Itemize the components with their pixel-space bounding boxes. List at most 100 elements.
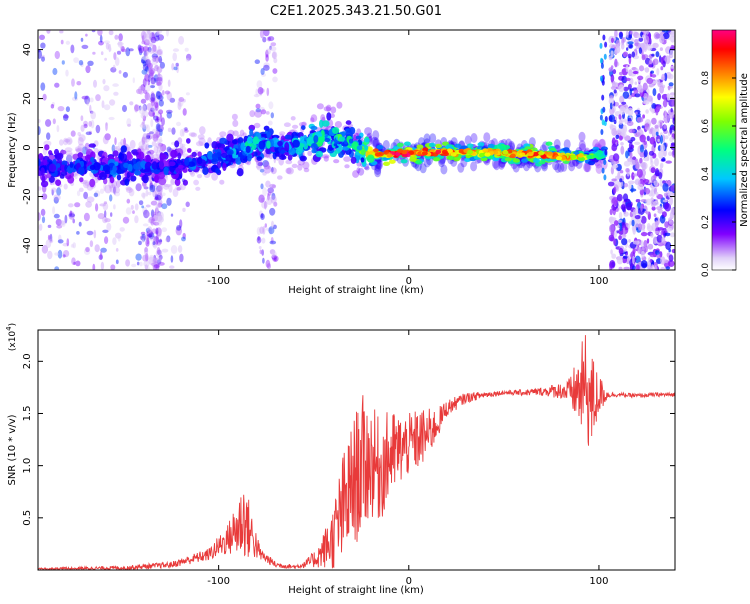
spike-mark: [599, 114, 603, 121]
ridge-mark: [557, 162, 565, 173]
noise-blob: [172, 52, 177, 62]
noise-blob: [150, 200, 158, 206]
noise-blob: [116, 179, 121, 188]
noise-blob: [146, 135, 153, 140]
noise-blob: [53, 196, 59, 204]
ridge-mark: [583, 162, 591, 173]
noise-blob: [154, 193, 159, 200]
ridge-mark: [338, 136, 345, 142]
noise-blob: [639, 157, 643, 164]
noise-blob: [111, 144, 116, 153]
noise-blob: [144, 264, 148, 270]
noise-blob: [141, 205, 145, 209]
noise-blob: [145, 235, 152, 241]
noise-blob: [153, 95, 160, 105]
noise-blob: [259, 249, 263, 255]
noise-blob: [150, 218, 154, 226]
noise-blob: [634, 141, 641, 145]
noise-blob: [640, 240, 644, 248]
noise-blob: [654, 157, 659, 167]
ridge-mark: [78, 187, 84, 192]
noise-blob: [83, 191, 88, 200]
noise-blob: [616, 193, 623, 202]
noise-blob: [659, 164, 663, 169]
noise-blob: [657, 138, 660, 143]
noise-blob: [262, 160, 269, 168]
noise-blob: [638, 88, 644, 93]
noise-blob: [110, 67, 117, 73]
noise-blob: [145, 189, 149, 197]
noise-blob: [149, 37, 157, 42]
noise-blob: [138, 141, 145, 149]
noise-blob: [613, 220, 619, 226]
noise-blob: [117, 40, 123, 48]
spike-mark: [601, 119, 605, 126]
noise-blob: [156, 91, 163, 100]
noise-blob: [156, 210, 162, 217]
ridge-mark: [79, 177, 84, 183]
noise-blob: [52, 206, 56, 215]
colorbar-gradient: [712, 30, 736, 270]
noise-blob: [625, 77, 631, 82]
noise-blob: [57, 249, 63, 259]
noise-blob: [158, 262, 165, 266]
noise-blob: [156, 49, 162, 56]
noise-blob: [117, 235, 121, 242]
noise-blob: [259, 88, 265, 94]
snr-scale-factor: (x104): [5, 323, 18, 351]
noise-blob: [151, 56, 158, 66]
noise-blob: [645, 198, 652, 206]
ridge-mark: [263, 125, 270, 131]
noise-blob: [151, 31, 156, 39]
ridge-mark: [41, 175, 46, 183]
noise-blob: [609, 102, 613, 110]
noise-blob: [185, 92, 190, 96]
ridge-mark: [159, 161, 164, 170]
noise-blob: [648, 64, 653, 68]
noise-blob: [164, 90, 170, 95]
noise-blob: [70, 244, 75, 248]
noise-blob: [141, 59, 145, 64]
noise-blob: [150, 119, 154, 128]
spike-mark: [601, 79, 605, 86]
ridge-mark: [375, 159, 383, 170]
noise-blob: [148, 50, 155, 54]
noise-blob: [142, 46, 149, 52]
noise-blob: [611, 143, 618, 152]
noise-blob: [113, 91, 119, 96]
noise-blob: [142, 32, 148, 41]
ridge-mark: [321, 154, 330, 159]
noise-blob: [656, 234, 663, 243]
ridge-mark: [502, 150, 509, 155]
noise-blob: [622, 227, 626, 236]
colorbar-label: Normalized spectral amplitude: [739, 73, 750, 227]
noise-blob: [140, 231, 146, 236]
noise-blob: [56, 224, 63, 229]
noise-blob: [117, 42, 124, 46]
noise-blob: [158, 109, 164, 115]
noise-blob: [669, 196, 673, 206]
ridge-mark: [69, 161, 74, 168]
noise-blob: [619, 178, 623, 183]
noise-blob: [145, 55, 149, 60]
ridge-mark: [464, 157, 471, 162]
ridge-mark: [364, 166, 370, 171]
noise-blob: [268, 36, 275, 42]
ridge-mark: [172, 188, 179, 198]
noise-blob: [656, 68, 660, 76]
noise-blob: [142, 124, 147, 132]
ridge-mark: [266, 140, 271, 149]
noise-blob: [633, 89, 639, 94]
noise-blob: [645, 211, 650, 215]
ridge-mark: [143, 168, 151, 173]
ridge-mark: [168, 184, 173, 193]
noise-blob: [637, 246, 642, 254]
noise-blob: [618, 266, 623, 270]
noise-blob: [53, 213, 60, 219]
noise-blob: [262, 225, 266, 235]
ridge-mark: [592, 139, 600, 150]
ridge-mark: [260, 133, 268, 139]
noise-blob: [183, 129, 189, 133]
ridge-mark: [441, 149, 448, 155]
noise-blob: [153, 74, 159, 83]
